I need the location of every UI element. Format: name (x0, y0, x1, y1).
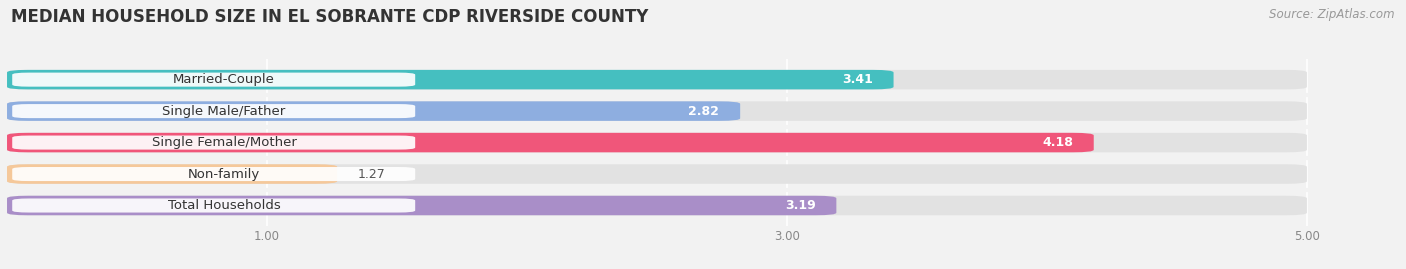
Text: Non-family: Non-family (188, 168, 260, 180)
FancyBboxPatch shape (7, 70, 894, 89)
FancyBboxPatch shape (7, 133, 1308, 152)
FancyBboxPatch shape (7, 101, 740, 121)
Text: Total Households: Total Households (167, 199, 280, 212)
Text: 2.82: 2.82 (689, 105, 720, 118)
Text: 3.19: 3.19 (785, 199, 815, 212)
FancyBboxPatch shape (13, 136, 415, 150)
Text: 3.41: 3.41 (842, 73, 873, 86)
FancyBboxPatch shape (13, 167, 415, 181)
FancyBboxPatch shape (7, 164, 337, 184)
FancyBboxPatch shape (7, 101, 1308, 121)
Text: Single Female/Mother: Single Female/Mother (152, 136, 297, 149)
Text: 4.18: 4.18 (1042, 136, 1073, 149)
Text: Source: ZipAtlas.com: Source: ZipAtlas.com (1270, 8, 1395, 21)
FancyBboxPatch shape (7, 196, 1308, 215)
FancyBboxPatch shape (7, 164, 1308, 184)
FancyBboxPatch shape (7, 196, 837, 215)
FancyBboxPatch shape (7, 70, 1308, 89)
FancyBboxPatch shape (13, 199, 415, 213)
Text: MEDIAN HOUSEHOLD SIZE IN EL SOBRANTE CDP RIVERSIDE COUNTY: MEDIAN HOUSEHOLD SIZE IN EL SOBRANTE CDP… (11, 8, 648, 26)
Text: 1.27: 1.27 (359, 168, 385, 180)
FancyBboxPatch shape (13, 73, 415, 87)
Text: Married-Couple: Married-Couple (173, 73, 276, 86)
Text: Single Male/Father: Single Male/Father (163, 105, 285, 118)
FancyBboxPatch shape (13, 104, 415, 118)
FancyBboxPatch shape (7, 133, 1094, 152)
